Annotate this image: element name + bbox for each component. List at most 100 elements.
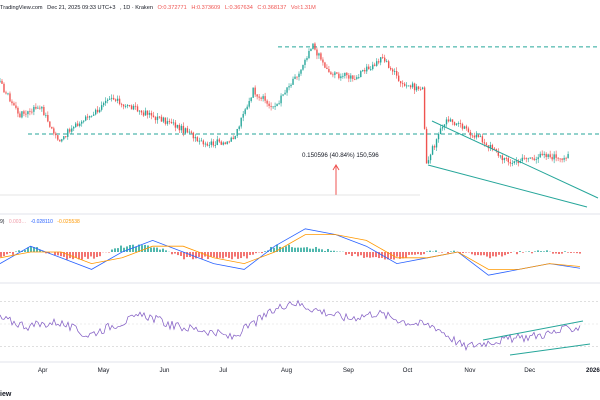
candle-body <box>284 92 286 95</box>
macd-histogram-bar <box>579 252 581 254</box>
candle-body <box>563 157 565 160</box>
candle-body <box>15 105 17 108</box>
candle-body <box>501 155 504 161</box>
macd-histogram-bar <box>240 252 242 259</box>
candle-body <box>92 114 95 116</box>
candle-body <box>21 111 23 118</box>
macd-histogram-bar <box>219 252 221 258</box>
candle-body <box>306 58 308 60</box>
candle-body <box>469 132 472 136</box>
candle-body <box>517 160 519 164</box>
macd-histogram-bar <box>387 252 389 260</box>
candle-body <box>162 117 165 122</box>
candle-body <box>475 134 478 138</box>
macd-hist-value: -0.025538 <box>57 219 80 225</box>
macd-histogram-bar <box>99 252 101 257</box>
candle-body <box>210 141 212 145</box>
macd-histogram-bar <box>372 252 374 258</box>
macd-histogram-bar <box>435 250 437 252</box>
macd-histogram-bar <box>528 251 530 252</box>
macd-histogram-bar <box>345 252 347 255</box>
candle-body <box>557 157 559 159</box>
candle-body <box>118 98 121 104</box>
candle-body <box>386 61 388 63</box>
x-tick-label: Nov <box>464 367 476 374</box>
macd-line <box>0 228 581 276</box>
macd-histogram-bar <box>417 252 419 255</box>
macd-histogram-bar <box>243 252 245 257</box>
candle-body <box>122 104 125 107</box>
candle-body <box>336 72 338 74</box>
candle-body <box>282 94 284 96</box>
candle-body <box>294 76 296 79</box>
macd-histogram-bar <box>363 252 365 258</box>
candle-body <box>397 75 400 82</box>
wedge-lower-line <box>427 164 588 208</box>
candle-body <box>288 86 290 88</box>
candle-body <box>264 96 266 101</box>
macd-histogram-bar <box>33 247 35 252</box>
macd-histogram-bar <box>495 252 497 257</box>
macd-histogram-bar <box>60 252 62 257</box>
macd-histogram-bar <box>48 252 50 254</box>
candle-body <box>445 119 448 125</box>
candle-body <box>174 122 177 128</box>
candle-body <box>503 158 506 161</box>
macd-histogram-bar <box>174 252 176 254</box>
candle-body <box>3 83 5 93</box>
candle-body <box>41 106 43 109</box>
candle-body <box>533 158 535 160</box>
macd-histogram-bar <box>405 252 407 258</box>
macd-histogram-bar <box>441 252 443 253</box>
candle-body <box>417 86 420 89</box>
macd-histogram-bar <box>225 252 227 257</box>
candle-body <box>248 101 250 107</box>
candle-body <box>126 105 129 107</box>
candle-body <box>45 114 47 116</box>
macd-histogram-bar <box>111 249 113 252</box>
candle-body <box>87 116 89 118</box>
candle-body <box>539 153 541 158</box>
candle-body <box>250 97 252 102</box>
macd-histogram-bar <box>72 252 74 260</box>
candle-body <box>102 103 105 106</box>
candle-body <box>27 111 29 115</box>
macd-histogram-bar <box>216 252 218 259</box>
macd-histogram-bar <box>126 246 128 252</box>
candle-body <box>393 71 396 72</box>
macd-histogram-bar <box>81 252 83 260</box>
candle-body <box>254 87 256 95</box>
candle-body <box>188 131 191 133</box>
candle-body <box>509 162 511 164</box>
candle-body <box>216 139 218 145</box>
candle-body <box>61 139 63 142</box>
candle-body <box>104 100 107 104</box>
candle-body <box>206 143 209 146</box>
candle-body <box>154 117 157 121</box>
candle-body <box>296 76 298 78</box>
macd-legend: 9) 0.003… -0.028110 -0.025538 <box>0 219 83 225</box>
candle-body <box>286 87 288 93</box>
candle-body <box>350 75 352 79</box>
candle-body <box>405 85 408 87</box>
signal-line <box>0 234 581 270</box>
candle-body <box>158 116 161 118</box>
candle-body <box>242 113 244 118</box>
macd-histogram-bar <box>279 246 281 252</box>
candle-body <box>489 144 492 149</box>
candle-body <box>43 106 45 116</box>
macd-histogram-bar <box>375 252 377 258</box>
candle-body <box>220 141 222 145</box>
macd-histogram-bar <box>30 246 32 252</box>
macd-histogram-bar <box>93 252 95 259</box>
candle-body <box>186 128 189 133</box>
candle-body <box>0 80 1 82</box>
candle-body <box>226 141 228 145</box>
rsi-channel-upper <box>482 320 584 341</box>
candle-body <box>340 76 342 79</box>
candle-body <box>441 127 444 129</box>
candle-body <box>266 100 268 104</box>
macd-histogram-bar <box>147 245 149 252</box>
macd-histogram-bar <box>45 252 47 254</box>
macd-histogram-bar <box>150 247 152 252</box>
